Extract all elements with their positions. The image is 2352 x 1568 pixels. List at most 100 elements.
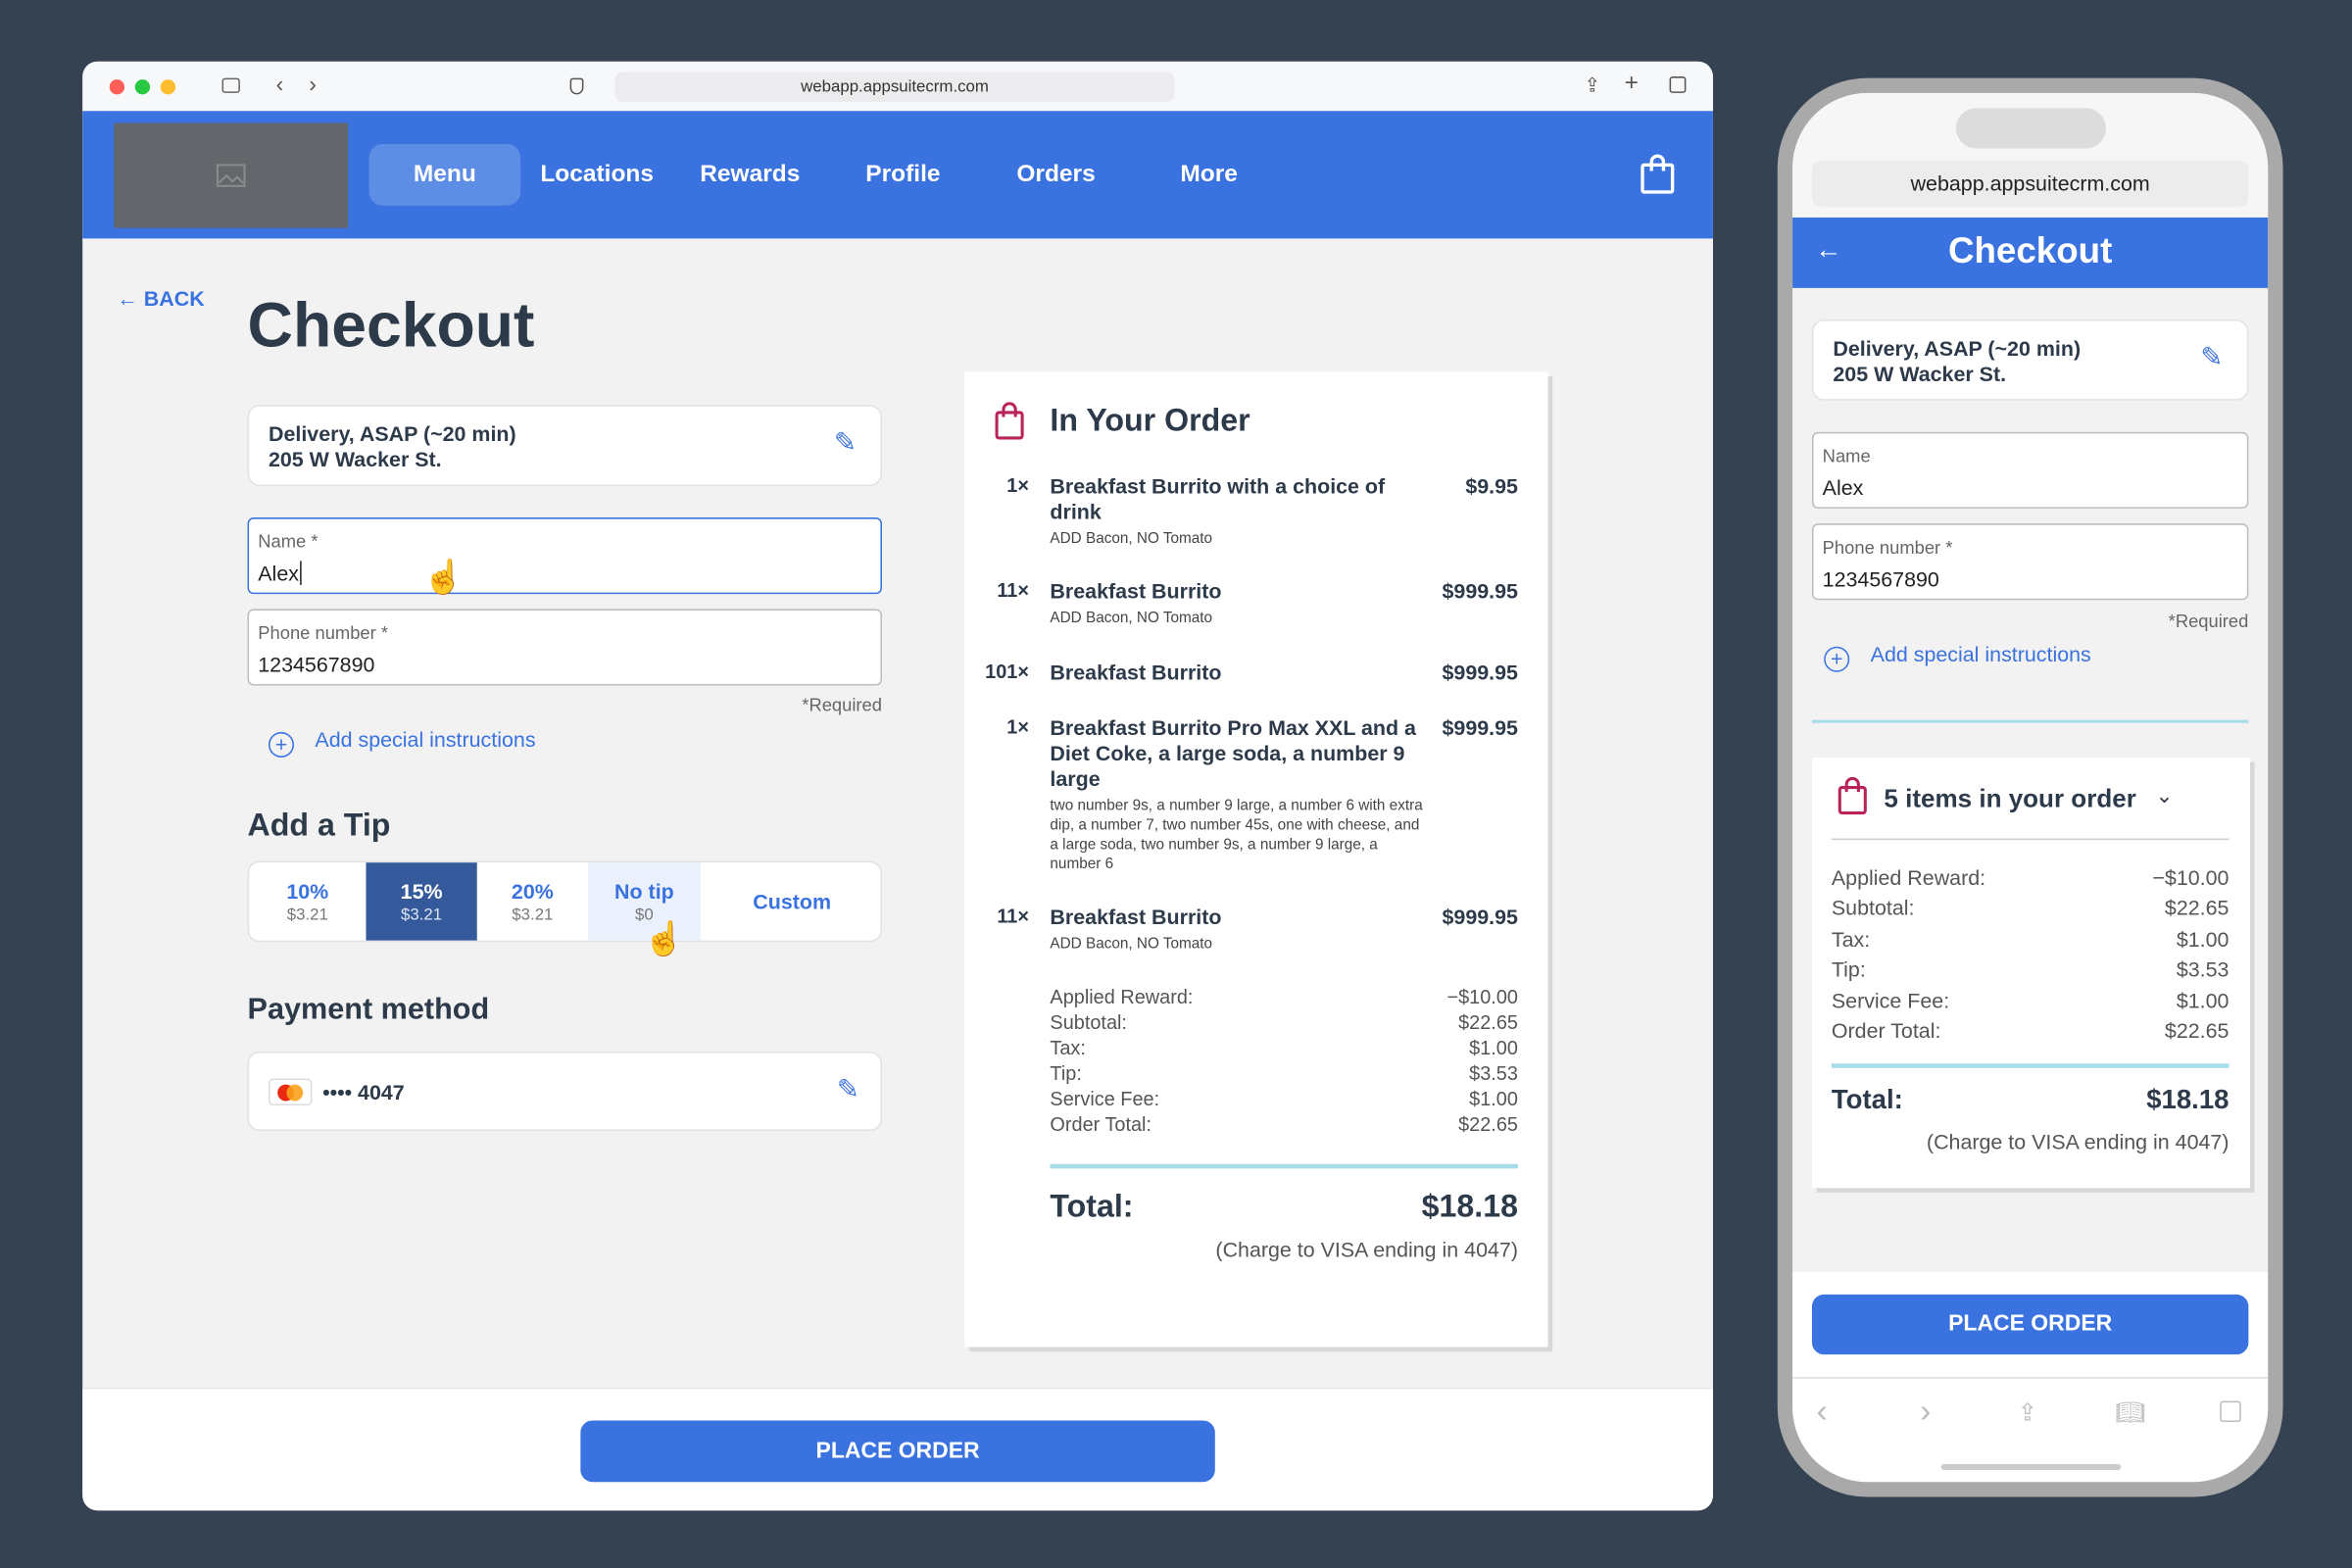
- price-breakdown: Applied Reward: −$10.00 Subtotal: $22.65 T…: [1831, 865, 2230, 1043]
- share-icon[interactable]: ⇪: [1584, 73, 1601, 96]
- nav-locations[interactable]: Locations: [540, 162, 655, 188]
- mobile-footer: PLACE ORDER ‹ › ⇪ 📖︎: [1792, 1271, 2269, 1483]
- dynamic-island: [1955, 108, 2106, 149]
- chevron-down-icon: ⌄: [2155, 782, 2174, 808]
- forward-nav-icon[interactable]: ›: [1920, 1392, 1932, 1430]
- delivery-address: 205 W Wacker St.: [268, 447, 442, 471]
- tip-option-10[interactable]: 10% $3.21: [286, 878, 329, 924]
- tabs-icon[interactable]: [2220, 1400, 2241, 1423]
- mobile-name-field[interactable]: Name Alex: [1811, 431, 2249, 509]
- name-field[interactable]: Name * Alex ☝: [247, 517, 882, 596]
- card-number: •••• 4047: [322, 1080, 405, 1104]
- home-indicator: [1940, 1463, 2122, 1470]
- arrow-left-icon: ←: [117, 286, 144, 311]
- place-order-button[interactable]: PLACE ORDER: [1811, 1294, 2249, 1355]
- payment-card[interactable]: •••• 4047 ✎: [247, 1051, 882, 1132]
- phone-input[interactable]: 1234567890: [258, 652, 375, 677]
- top-nav: Menu Locations Rewards Profile Orders Mo…: [82, 111, 1713, 239]
- back-nav-icon[interactable]: ‹: [1816, 1392, 1828, 1430]
- sidebar-toggle-icon[interactable]: [221, 77, 240, 93]
- mobile-order-card: 5 items in your order ⌄ Applied Reward: −…: [1811, 757, 2250, 1189]
- phone-field[interactable]: Phone number * 1234567890: [247, 609, 882, 686]
- arrow-left-icon[interactable]: ←: [1815, 233, 1842, 265]
- divider: [1811, 719, 2249, 723]
- close-window-button[interactable]: [109, 79, 125, 95]
- image-icon: [216, 164, 246, 187]
- nav-more[interactable]: More: [1180, 162, 1238, 188]
- name-label: Name *: [258, 530, 318, 553]
- name-input[interactable]: Alex: [1822, 475, 1864, 500]
- page-title: Checkout: [247, 289, 535, 361]
- address-bar[interactable]: webapp.appsuitecrm.com: [614, 72, 1175, 103]
- nav-profile[interactable]: Profile: [865, 162, 941, 188]
- shopping-bag-icon[interactable]: [1640, 153, 1676, 195]
- plus-circle-icon: +: [1824, 646, 1850, 672]
- order-count: 5 items in your order: [1884, 784, 2136, 813]
- required-note: *Required: [2168, 610, 2249, 632]
- total-amount: $18.18: [1421, 1189, 1518, 1224]
- back-nav-icon[interactable]: ‹: [275, 72, 284, 98]
- shield-icon: [569, 77, 584, 95]
- browser-window: ‹ › webapp.appsuitecrm.com ⇪ + Menu Loca…: [82, 61, 1713, 1511]
- nav-rewards[interactable]: Rewards: [700, 162, 801, 188]
- add-special-instructions[interactable]: + Add special instructions: [268, 727, 536, 758]
- mobile-address-bar[interactable]: webapp.appsuitecrm.com: [1811, 160, 2249, 208]
- phone-mockup: webapp.appsuitecrm.com ← Checkout Delive…: [1777, 77, 2283, 1497]
- back-label: BACK: [143, 286, 205, 311]
- phone-input[interactable]: 1234567890: [1822, 566, 1939, 592]
- phone-label: Phone number *: [1822, 536, 1953, 559]
- total-amount: $18.18: [2146, 1084, 2230, 1115]
- required-note: *Required: [802, 694, 882, 716]
- edit-pencil-icon[interactable]: ✎: [833, 427, 857, 458]
- forward-nav-icon[interactable]: ›: [309, 72, 317, 98]
- tip-option-15-selected[interactable]: 15% $3.21: [366, 862, 477, 941]
- mobile-header: ← Checkout: [1792, 217, 2269, 288]
- mastercard-icon: [268, 1078, 313, 1106]
- special-label: Add special instructions: [1870, 642, 2091, 666]
- delivery-card[interactable]: Delivery, ASAP (~20 min) 205 W Wacker St…: [247, 405, 882, 486]
- mobile-title: Checkout: [1947, 230, 2113, 272]
- new-tab-icon[interactable]: +: [1624, 70, 1639, 96]
- phone-screen: webapp.appsuitecrm.com ← Checkout Delive…: [1792, 92, 2269, 1483]
- edit-pencil-icon[interactable]: ✎: [2200, 341, 2224, 372]
- delivery-mode: Delivery, ASAP (~20 min): [1833, 335, 2082, 361]
- shopping-bag-icon: [1838, 776, 1867, 815]
- charge-note: (Charge to VISA ending in 4047): [1215, 1237, 1518, 1262]
- tip-option-custom[interactable]: Custom: [753, 889, 832, 914]
- tip-selector: 10% $3.21 15% $3.21 20% $3.21 No tip $0 Cust…: [247, 860, 882, 943]
- share-icon[interactable]: ⇪: [2017, 1400, 2038, 1427]
- minimize-window-button[interactable]: [160, 79, 176, 95]
- maximize-window-button[interactable]: [134, 79, 151, 95]
- edit-pencil-icon[interactable]: ✎: [836, 1073, 860, 1104]
- bookmarks-icon[interactable]: 📖︎: [2115, 1400, 2146, 1427]
- charge-note: (Charge to VISA ending in 4047): [1926, 1129, 2230, 1154]
- total-label: Total:: [1831, 1084, 1903, 1115]
- order-heading: In Your Order: [1050, 403, 1250, 438]
- total-divider: [1050, 1163, 1518, 1169]
- tip-heading: Add a Tip: [247, 808, 391, 844]
- phone-label: Phone number *: [258, 622, 389, 644]
- shopping-bag-icon: [995, 402, 1024, 440]
- mobile-phone-field[interactable]: Phone number * 1234567890: [1811, 523, 2249, 601]
- hand-cursor-icon: ☝: [643, 919, 685, 957]
- tabs-overview-icon[interactable]: [1669, 76, 1687, 93]
- name-input[interactable]: Alex: [258, 561, 303, 585]
- tip-option-none[interactable]: No tip $0: [587, 862, 701, 941]
- footer-bar: PLACE ORDER: [82, 1387, 1713, 1511]
- nav-orders[interactable]: Orders: [1016, 162, 1096, 188]
- price-breakdown: Applied Reward: −$10.00 Subtotal: $22.65 T…: [1050, 985, 1518, 1136]
- back-link[interactable]: ← BACK: [117, 286, 204, 310]
- payment-heading: Payment method: [247, 993, 490, 1026]
- total-label: Total:: [1050, 1189, 1134, 1224]
- mobile-delivery-card[interactable]: Delivery, ASAP (~20 min) 205 W Wacker St.…: [1811, 319, 2249, 401]
- nav-menu[interactable]: Menu: [368, 143, 521, 206]
- browser-titlebar: ‹ › webapp.appsuitecrm.com ⇪ +: [82, 61, 1713, 112]
- tip-option-20[interactable]: 20% $3.21: [511, 878, 554, 924]
- order-count-toggle[interactable]: 5 items in your order ⌄: [1812, 758, 2250, 839]
- logo-placeholder[interactable]: [114, 122, 349, 228]
- place-order-button[interactable]: PLACE ORDER: [580, 1420, 1215, 1483]
- delivery-address: 205 W Wacker St.: [1833, 361, 2007, 386]
- special-label: Add special instructions: [315, 727, 536, 752]
- order-summary-panel: In Your Order 1× Breakfast Burrito with a…: [964, 371, 1548, 1348]
- add-special-instructions[interactable]: + Add special instructions: [1824, 642, 2091, 672]
